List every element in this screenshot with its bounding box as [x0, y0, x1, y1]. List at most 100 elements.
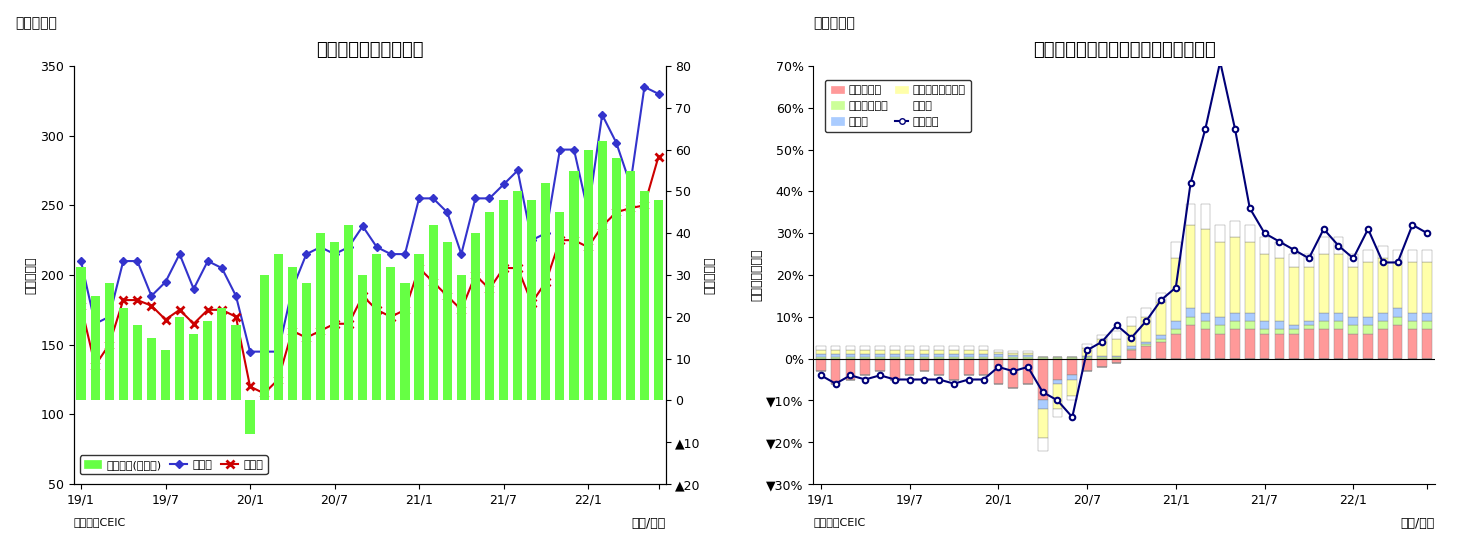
Bar: [1231, 329, 1239, 359]
Bar: [1260, 333, 1269, 359]
Bar: [1378, 321, 1387, 329]
Bar: [1112, 331, 1121, 339]
Bar: [994, 356, 1003, 359]
Bar: [1097, 339, 1106, 356]
Bar: [161, 350, 170, 400]
Bar: [1408, 321, 1417, 329]
Bar: [1378, 258, 1387, 312]
Bar: [1231, 221, 1239, 238]
Bar: [1378, 246, 1387, 258]
Bar: [890, 354, 899, 356]
Bar: [1127, 350, 1136, 359]
Bar: [598, 141, 606, 400]
Bar: [994, 354, 1003, 356]
Bar: [1260, 329, 1269, 333]
Bar: [302, 283, 311, 400]
Bar: [1393, 262, 1402, 309]
Bar: [1245, 241, 1254, 312]
Bar: [146, 338, 155, 400]
Bar: [259, 275, 269, 400]
Bar: [1186, 309, 1195, 317]
Bar: [274, 254, 282, 400]
Bar: [386, 267, 395, 400]
Bar: [1142, 309, 1151, 317]
Legend: 鉱物性燃料, 動植物性油耂, 製造品, 機械・輸送用機器, その他, 輸出合計: 鉱物性燃料, 動植物性油耂, 製造品, 機械・輸送用機器, その他, 輸出合計: [825, 80, 972, 132]
Bar: [1364, 262, 1373, 317]
Bar: [1319, 312, 1328, 321]
Bar: [935, 356, 944, 359]
Bar: [1231, 238, 1239, 312]
Bar: [1216, 241, 1225, 317]
Legend: 貳易収支(右目盛), 輸出額, 輸入額: 貳易収支(右目盛), 輸出額, 輸入額: [80, 455, 268, 474]
Bar: [1097, 335, 1106, 339]
Y-axis label: （億ドル）: （億ドル）: [704, 256, 716, 294]
Bar: [358, 275, 367, 400]
Bar: [920, 356, 929, 359]
Bar: [1290, 329, 1299, 333]
Bar: [861, 350, 870, 354]
Bar: [1423, 329, 1432, 359]
Text: （資料）CEIC: （資料）CEIC: [813, 517, 865, 527]
Text: （図表７）: （図表７）: [15, 16, 56, 30]
Bar: [1334, 321, 1343, 329]
Bar: [1023, 359, 1032, 384]
Bar: [964, 346, 973, 350]
Bar: [1142, 346, 1151, 359]
Bar: [890, 359, 899, 380]
Bar: [905, 350, 914, 354]
Bar: [950, 350, 958, 354]
Bar: [555, 212, 565, 400]
Bar: [1083, 359, 1092, 371]
Bar: [890, 346, 899, 350]
Bar: [1201, 229, 1210, 312]
Bar: [457, 275, 466, 400]
Bar: [1334, 238, 1343, 254]
Text: （資料）CEIC: （資料）CEIC: [74, 517, 126, 527]
Bar: [1364, 317, 1373, 325]
Bar: [1275, 333, 1284, 359]
Title: マレーシア　輸出の伸び率（品目別）: マレーシア 輸出の伸び率（品目別）: [1032, 41, 1216, 59]
Bar: [1245, 321, 1254, 329]
Bar: [1319, 329, 1328, 359]
Bar: [527, 200, 537, 400]
Bar: [1245, 225, 1254, 241]
Bar: [77, 267, 86, 400]
Bar: [401, 283, 410, 400]
Bar: [1038, 409, 1047, 438]
Bar: [1009, 355, 1018, 356]
Bar: [217, 309, 226, 400]
Bar: [935, 346, 944, 350]
Bar: [498, 200, 509, 400]
Bar: [935, 350, 944, 354]
Bar: [414, 254, 423, 400]
Bar: [1378, 312, 1387, 321]
Bar: [1319, 321, 1328, 329]
Bar: [1393, 309, 1402, 317]
Bar: [1097, 358, 1106, 359]
Bar: [920, 359, 929, 371]
Bar: [1068, 358, 1077, 359]
Bar: [831, 356, 840, 359]
Bar: [373, 254, 382, 400]
Bar: [1260, 254, 1269, 321]
Bar: [1038, 438, 1047, 450]
Bar: [1319, 238, 1328, 254]
Bar: [1068, 359, 1077, 375]
Bar: [345, 225, 353, 400]
Bar: [890, 350, 899, 354]
Bar: [1023, 351, 1032, 353]
Bar: [330, 241, 339, 400]
Bar: [1216, 333, 1225, 359]
Bar: [1364, 250, 1373, 262]
Bar: [876, 350, 884, 354]
Bar: [626, 170, 634, 400]
Bar: [831, 346, 840, 350]
Bar: [905, 354, 914, 356]
Bar: [1231, 321, 1239, 329]
Bar: [905, 359, 914, 375]
Bar: [861, 354, 870, 356]
Bar: [1112, 356, 1121, 358]
Bar: [118, 309, 127, 400]
Bar: [1408, 329, 1417, 359]
Bar: [950, 359, 958, 380]
